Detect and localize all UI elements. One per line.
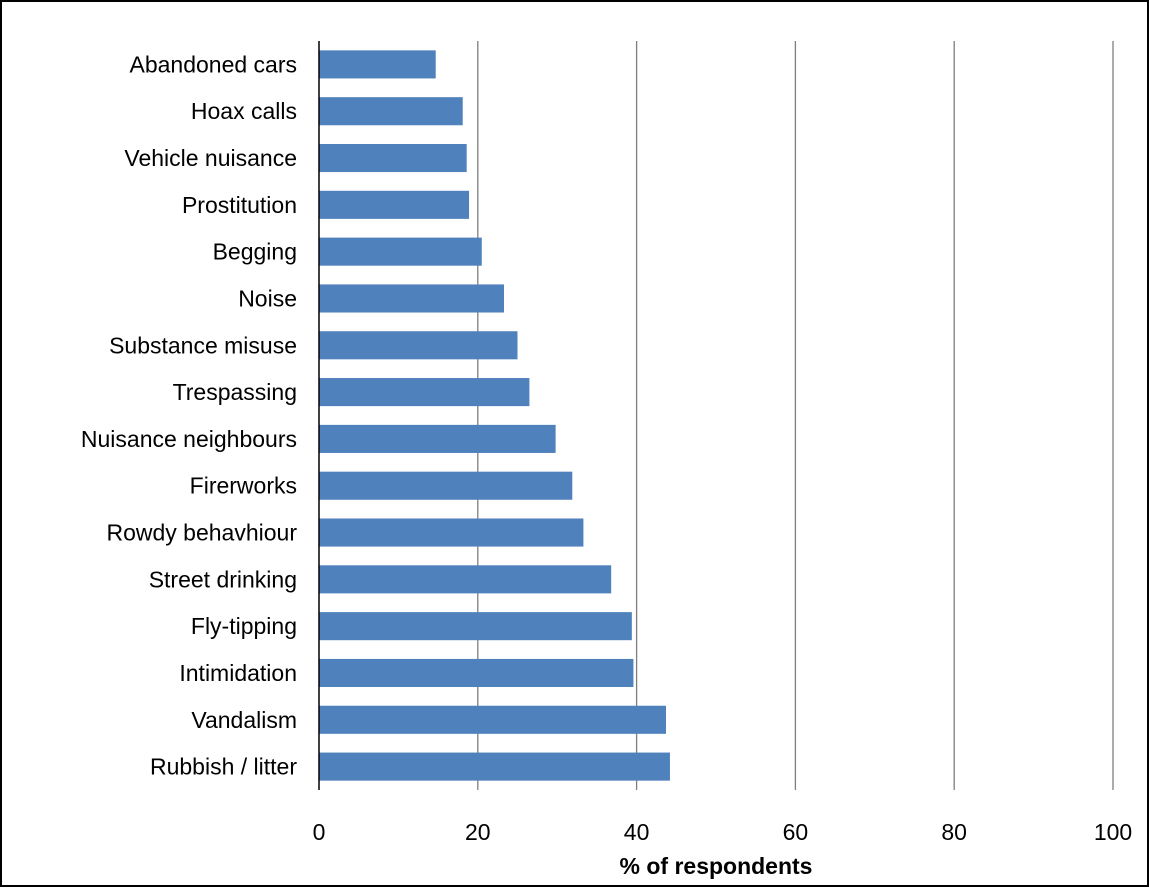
category-label: Intimidation [179, 660, 297, 686]
bar-begging [319, 237, 482, 266]
bar-fly-tipping [319, 612, 632, 641]
category-label: Firerworks [190, 473, 297, 499]
category-label: Begging [213, 239, 297, 265]
category-label: Nuisance neighbours [81, 426, 297, 452]
bar-rubbish-litter [319, 752, 670, 781]
category-label: Trespassing [173, 379, 297, 405]
bar-vandalism [319, 705, 666, 734]
x-tick-label: 60 [783, 819, 809, 845]
bar-hoax-calls [319, 97, 463, 126]
category-label: Hoax calls [191, 98, 297, 124]
bar-abandoned-cars [319, 50, 436, 79]
bar-substance-misuse [319, 331, 518, 360]
category-label: Street drinking [149, 566, 297, 592]
x-axis-title: % of respondents [620, 853, 813, 879]
x-tick-label: 40 [624, 819, 650, 845]
bar-firerworks [319, 471, 573, 500]
bar-prostitution [319, 190, 470, 219]
category-label: Fly-tipping [191, 613, 297, 639]
category-label: Vehicle nuisance [124, 145, 297, 171]
category-label: Prostitution [182, 192, 297, 218]
category-label: Rowdy behavhiour [106, 520, 297, 546]
category-labels: Abandoned cars Hoax calls Vehicle nuisance… [81, 51, 297, 779]
bar-noise [319, 284, 505, 313]
x-tick-labels: 0 20 40 60 80 100 [313, 819, 1133, 845]
bar-intimidation [319, 658, 634, 688]
x-tick-label: 100 [1094, 819, 1132, 845]
category-label: Rubbish / litter [150, 754, 297, 780]
category-label: Noise [238, 285, 297, 311]
bars [319, 50, 670, 781]
category-label: Abandoned cars [129, 51, 297, 77]
bar-street-drinking [319, 565, 612, 594]
category-label: Substance misuse [109, 332, 297, 358]
x-tick-label: 80 [941, 819, 967, 845]
category-label: Vandalism [191, 707, 297, 733]
bar-rowdy-behavhiour [319, 518, 584, 547]
bar-nuisance-neighbours [319, 424, 556, 453]
bar-trespassing [319, 378, 530, 407]
x-tick-label: 0 [313, 819, 326, 845]
bar-vehicle-nuisance [319, 143, 467, 173]
x-tick-label: 20 [465, 819, 491, 845]
